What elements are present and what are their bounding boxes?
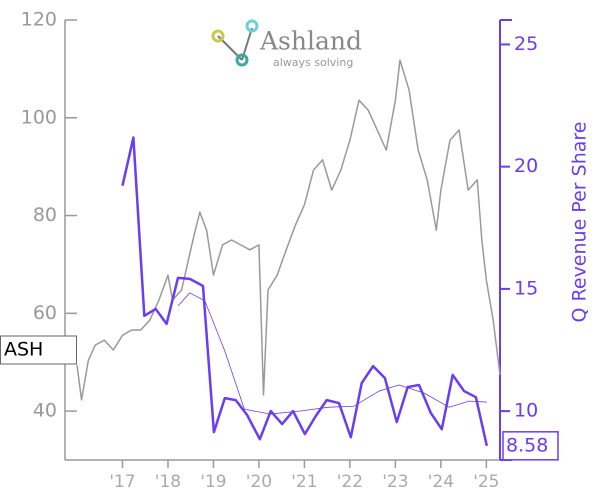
x-tick-label: '22 bbox=[337, 472, 363, 492]
y2-tick-label: 10 bbox=[514, 400, 538, 422]
logo-dot bbox=[211, 29, 225, 43]
value-label-box bbox=[502, 431, 559, 461]
x-tick-label: '25 bbox=[473, 472, 499, 492]
y-tick-label: 80 bbox=[33, 204, 57, 226]
y-tick-label: 100 bbox=[21, 106, 57, 128]
series-line bbox=[177, 292, 487, 415]
y2-tick-label: 15 bbox=[514, 277, 538, 299]
price-label: ASH bbox=[4, 339, 43, 361]
x-tick-label: '18 bbox=[155, 472, 181, 492]
logo: Ashland always solving bbox=[211, 19, 362, 69]
y2-tick-label: 20 bbox=[514, 155, 538, 177]
price-label-box bbox=[0, 335, 77, 365]
series-line bbox=[76, 59, 501, 401]
y-tick-label: 120 bbox=[21, 9, 57, 31]
y2-tick-label: 25 bbox=[514, 33, 538, 55]
x-tick-label: '24 bbox=[428, 472, 454, 492]
x-tick-label: '23 bbox=[382, 472, 408, 492]
series-line bbox=[121, 136, 489, 447]
x-tick-label: '21 bbox=[291, 472, 317, 492]
logo-dot bbox=[235, 53, 249, 67]
value-label: 8.58 bbox=[506, 434, 548, 456]
logo-tagline: always solving bbox=[273, 56, 353, 69]
y2-axis-label: Q Revenue Per Share bbox=[569, 122, 591, 323]
x-tick-label: '20 bbox=[246, 472, 272, 492]
x-tick-label: '19 bbox=[200, 472, 226, 492]
logo-dot bbox=[245, 19, 259, 33]
y-tick-label: 40 bbox=[33, 400, 57, 422]
logo-name: Ashland bbox=[259, 27, 362, 56]
x-tick-label: '17 bbox=[109, 472, 135, 492]
y-tick-label: 60 bbox=[33, 302, 57, 324]
